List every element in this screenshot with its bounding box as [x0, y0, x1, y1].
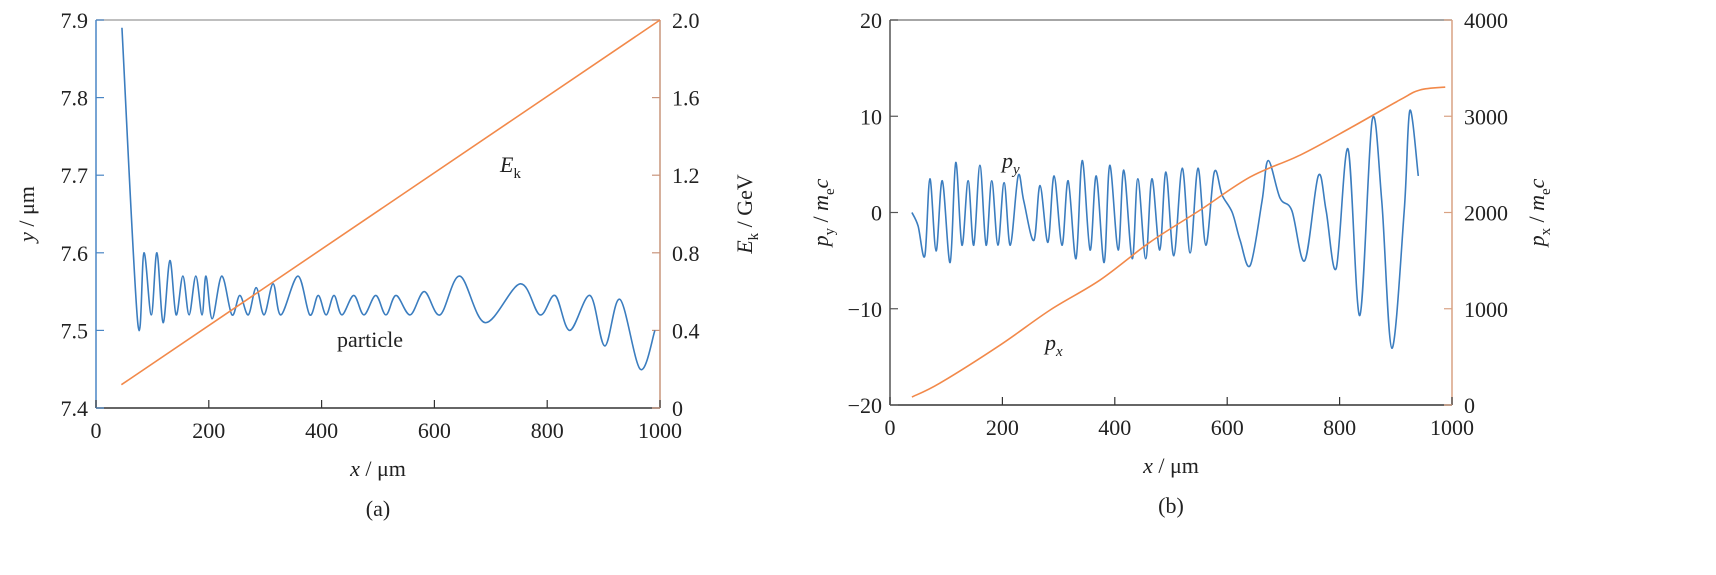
- annotation: px: [1043, 330, 1063, 360]
- label-part: / μm: [360, 456, 406, 481]
- label-part: m: [808, 195, 833, 211]
- y-axis-label: y / μm: [14, 186, 39, 244]
- label-part: p: [808, 235, 833, 248]
- y2-tick-label: 0: [1464, 393, 1475, 418]
- x-tick-label: 200: [986, 415, 1019, 440]
- label-part: /: [1524, 211, 1549, 228]
- label-part: y: [14, 232, 39, 244]
- x-tick-label: 1000: [638, 418, 682, 443]
- y-tick-label: 7.6: [61, 241, 89, 266]
- y2-axis-label: Ek / GeV: [732, 174, 762, 255]
- y-tick-label: 0: [871, 201, 882, 226]
- label-part: p: [1000, 148, 1013, 173]
- y-tick-label: 7.5: [61, 318, 89, 343]
- x-tick-label: 800: [1323, 415, 1356, 440]
- y2-tick-label: 0.4: [672, 318, 700, 343]
- label-part: E: [499, 152, 514, 177]
- series-line: [911, 109, 1420, 350]
- label-part: c: [1524, 178, 1549, 188]
- y2-tick-label: 1.2: [672, 163, 700, 188]
- y2-tick-label: 4000: [1464, 8, 1508, 33]
- label-part: / μm: [14, 186, 39, 232]
- y2-tick-label: 1.6: [672, 86, 700, 111]
- x-tick-label: 400: [305, 418, 338, 443]
- y2-tick-label: 1000: [1464, 297, 1508, 322]
- y-tick-label: 7.4: [61, 396, 89, 421]
- x-axis-label: x / μm: [1142, 453, 1199, 478]
- x-tick-label: 0: [885, 415, 896, 440]
- label-part: p: [1043, 330, 1056, 355]
- label-part: x: [1055, 344, 1063, 360]
- y-axis-label: py / mec: [808, 178, 838, 248]
- x-axis-label: x / μm: [349, 456, 406, 481]
- label-part: k: [513, 166, 521, 182]
- label-part: / μm: [1153, 453, 1199, 478]
- y2-tick-label: 2000: [1464, 201, 1508, 226]
- series-line: [121, 27, 656, 371]
- label-part: x: [1538, 227, 1554, 235]
- x-tick-label: 200: [192, 418, 225, 443]
- y2-axis-label: px / mec: [1524, 178, 1554, 248]
- label-part: e: [1538, 188, 1554, 195]
- label-part: y: [822, 227, 838, 235]
- label-part: x: [1142, 453, 1153, 478]
- label-part: /: [808, 211, 833, 228]
- label-part: k: [746, 232, 762, 240]
- series-line: [911, 86, 1446, 398]
- x-tick-label: 1000: [1430, 415, 1474, 440]
- x-tick-label: 600: [1211, 415, 1244, 440]
- y-tick-label: 7.7: [61, 163, 89, 188]
- x-tick-label: 400: [1098, 415, 1131, 440]
- y-tick-label: 7.8: [61, 86, 89, 111]
- y-tick-label: 10: [860, 104, 882, 129]
- label-part: particle: [337, 327, 403, 352]
- annotation: Ek: [499, 152, 521, 182]
- y-tick-label: −10: [848, 297, 882, 322]
- label-part: e: [822, 188, 838, 195]
- y2-tick-label: 0: [672, 396, 683, 421]
- label-part: / GeV: [732, 174, 757, 233]
- y-tick-label: 20: [860, 8, 882, 33]
- y2-tick-label: 2.0: [672, 8, 700, 33]
- y-tick-label: 7.9: [61, 8, 89, 33]
- label-part: E: [732, 240, 757, 255]
- x-tick-label: 800: [531, 418, 564, 443]
- x-tick-label: 600: [418, 418, 451, 443]
- annotation: particle: [337, 327, 403, 352]
- label-part: p: [1524, 235, 1549, 248]
- label-part: y: [1011, 162, 1020, 178]
- y-tick-label: −20: [848, 393, 882, 418]
- label-part: c: [808, 178, 833, 188]
- series-line: [120, 19, 661, 386]
- y2-tick-label: 3000: [1464, 104, 1508, 129]
- caption: (a): [366, 496, 390, 521]
- y2-tick-label: 0.8: [672, 241, 700, 266]
- label-part: m: [1524, 195, 1549, 211]
- x-tick-label: 0: [91, 418, 102, 443]
- caption: (b): [1158, 493, 1184, 518]
- label-part: x: [349, 456, 360, 481]
- annotation: py: [1000, 148, 1020, 178]
